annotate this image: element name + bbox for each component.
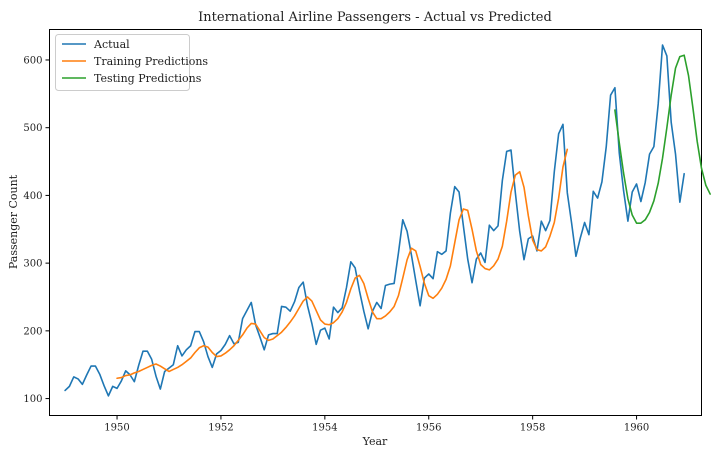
legend-label-training: Training Predictions xyxy=(94,55,208,68)
series-layer xyxy=(64,44,711,397)
y-tick-label: 200 xyxy=(23,326,42,337)
plot-area xyxy=(49,29,702,416)
legend-label-actual: Actual xyxy=(93,38,130,51)
y-tick-label: 100 xyxy=(23,394,42,405)
x-tick-label: 1952 xyxy=(208,423,233,434)
y-tick-label: 300 xyxy=(23,259,42,270)
x-axis-label: Year xyxy=(362,435,388,448)
x-tick-label: 1954 xyxy=(312,423,337,434)
x-tick-label: 1956 xyxy=(416,423,441,434)
x-axis-ticks: 1950 1952 1954 1956 1958 1960 xyxy=(104,415,649,434)
y-axis-label: Passenger Count xyxy=(7,174,20,269)
y-tick-label: 600 xyxy=(23,55,42,66)
series-line-testing xyxy=(614,54,711,224)
legend-box xyxy=(55,34,190,91)
x-tick-label: 1958 xyxy=(520,423,545,434)
y-tick-label: 400 xyxy=(23,191,42,202)
series-line-actual xyxy=(64,44,685,397)
y-tick-label: 500 xyxy=(23,123,42,134)
y-axis-ticks: 100 200 300 400 500 600 xyxy=(23,55,50,405)
x-tick-label: 1950 xyxy=(104,423,129,434)
chart-title: International Airline Passengers - Actua… xyxy=(198,10,552,25)
x-tick-label: 1960 xyxy=(624,423,649,434)
legend-label-testing: Testing Predictions xyxy=(94,72,202,85)
series-line-training xyxy=(116,148,569,380)
legend: Actual Training Predictions Testing Pred… xyxy=(55,34,208,91)
